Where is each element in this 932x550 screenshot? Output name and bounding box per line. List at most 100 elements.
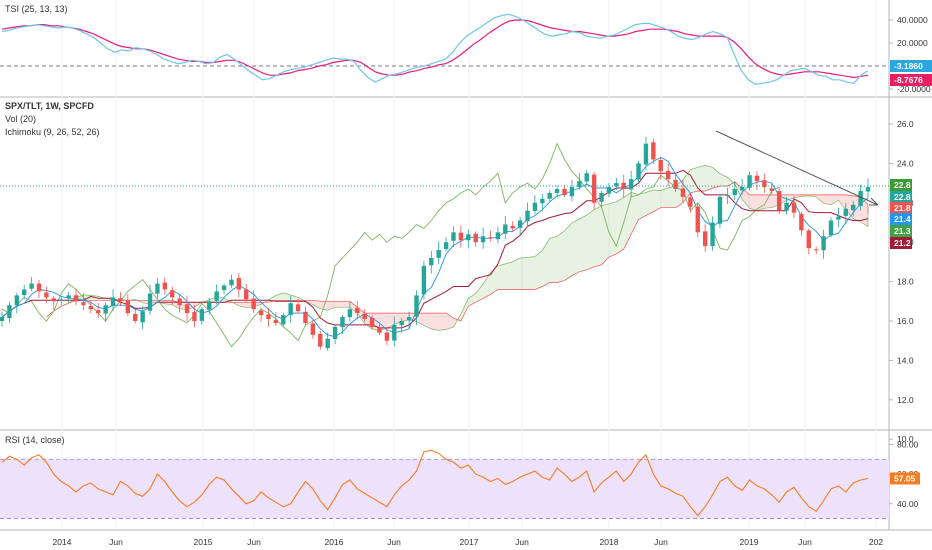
candle-body <box>754 175 760 182</box>
cloud-segment <box>564 222 572 281</box>
cloud-segment <box>719 173 728 187</box>
candle-body <box>488 237 493 239</box>
candle-body <box>184 304 190 314</box>
cloud-segment <box>793 194 802 198</box>
cloud-segment <box>557 230 565 283</box>
indicator-label-vol: Vol (20) <box>5 114 36 124</box>
candle-body <box>517 220 523 228</box>
candle-body <box>843 208 848 216</box>
time-tick-label: Jun <box>247 537 261 547</box>
cloud-segment <box>505 261 513 290</box>
cloud-segment <box>549 236 558 283</box>
cloud-segment <box>534 250 543 290</box>
candle-body <box>813 249 819 251</box>
candle-body <box>384 332 390 341</box>
vertical-gridlines <box>61 0 877 530</box>
time-tick-label: Jun <box>109 537 123 547</box>
cloud-segment <box>816 194 824 204</box>
tsi-value-badge <box>890 60 932 72</box>
cloud-segment <box>475 284 484 303</box>
candle-body <box>244 289 249 300</box>
price-value-badge-text: 21.2 <box>894 238 911 248</box>
candle-body <box>554 189 560 193</box>
cloud-segment <box>645 189 654 216</box>
candle-body <box>858 190 863 207</box>
indicator-label-ichimoku: Ichimoku (9, 26, 52, 26) <box>5 127 100 137</box>
price-value-badge-text: 22.8 <box>894 180 911 190</box>
candle-body <box>591 174 597 203</box>
candle-body <box>229 279 234 286</box>
candle-body <box>392 324 397 341</box>
candle-body <box>332 326 338 340</box>
rsi-band <box>0 459 889 519</box>
candle-body <box>806 230 811 249</box>
price-tick-label: 26.0 <box>897 119 914 129</box>
candle-body <box>340 317 345 328</box>
candle-body <box>688 197 693 207</box>
candle-body <box>532 202 538 211</box>
candle-body <box>7 305 12 319</box>
cloud-segment <box>830 194 839 205</box>
cloud-segment <box>431 313 439 331</box>
candle-body <box>776 191 782 211</box>
time-tick-label: 2018 <box>600 537 619 547</box>
candle-body <box>443 242 449 250</box>
rsi-value-badge-text: 57.05 <box>894 473 916 483</box>
candle-body <box>747 175 752 188</box>
candle-body <box>51 298 57 302</box>
tsi-value-badge-text: -8.7676 <box>894 75 923 85</box>
cloud-segment <box>460 298 469 321</box>
candle-body <box>44 292 49 298</box>
candle-body <box>170 290 175 298</box>
ichimoku-lagging-span <box>1 142 780 348</box>
ichimoku-base-line <box>1 169 869 329</box>
candle-body <box>355 307 360 314</box>
candle-body <box>14 295 20 306</box>
candle-body <box>125 300 131 314</box>
candle-body <box>606 187 612 194</box>
trendline-drawing[interactable] <box>715 130 879 206</box>
candle-body <box>636 163 641 180</box>
candle-body <box>665 170 671 180</box>
candle-body <box>288 303 293 315</box>
candle-body <box>621 182 626 190</box>
cloud-segment <box>335 301 343 308</box>
cloud-segment <box>512 257 521 290</box>
cloud-segment <box>579 215 587 272</box>
candle-body <box>451 232 456 241</box>
candle-body <box>66 295 71 298</box>
cloud-segment <box>283 292 291 301</box>
candle-body <box>628 179 634 190</box>
cloud-segment <box>742 188 750 209</box>
candle-body <box>784 202 789 211</box>
price-value-badge-text: 22.8 <box>894 192 911 202</box>
cloud-segment <box>705 165 713 191</box>
cloud-segment <box>527 256 535 290</box>
symbol-title: SPX/TLT, 1W, SPCFD <box>5 101 94 111</box>
candle-body <box>503 224 508 234</box>
candle-body <box>0 317 5 321</box>
candle-body <box>643 143 649 165</box>
candle-body <box>258 310 264 316</box>
candle-body <box>406 317 412 321</box>
candle-body <box>266 314 271 320</box>
candle-body <box>821 236 826 251</box>
time-axis: 2014 Jun 2015 Jun 2016 Jun 2017 Jun 2018 Jun 2019 J… <box>53 537 884 547</box>
candle-body <box>369 317 375 327</box>
rsi-value-badge <box>890 472 920 485</box>
ichimoku-conversion-line <box>1 156 869 338</box>
candle-body <box>710 222 715 247</box>
candle-body <box>466 234 471 241</box>
candle-body <box>399 321 404 326</box>
price-value-badge <box>890 213 912 225</box>
cloud-segment <box>520 257 528 290</box>
candle-body <box>236 278 242 290</box>
trendline-arrow-icon <box>869 197 879 206</box>
cloud-segment <box>608 201 617 257</box>
candle-body <box>480 236 486 243</box>
cloud-segment <box>342 301 350 308</box>
candle-body <box>88 306 94 310</box>
time-tick-label: 2019 <box>740 537 759 547</box>
